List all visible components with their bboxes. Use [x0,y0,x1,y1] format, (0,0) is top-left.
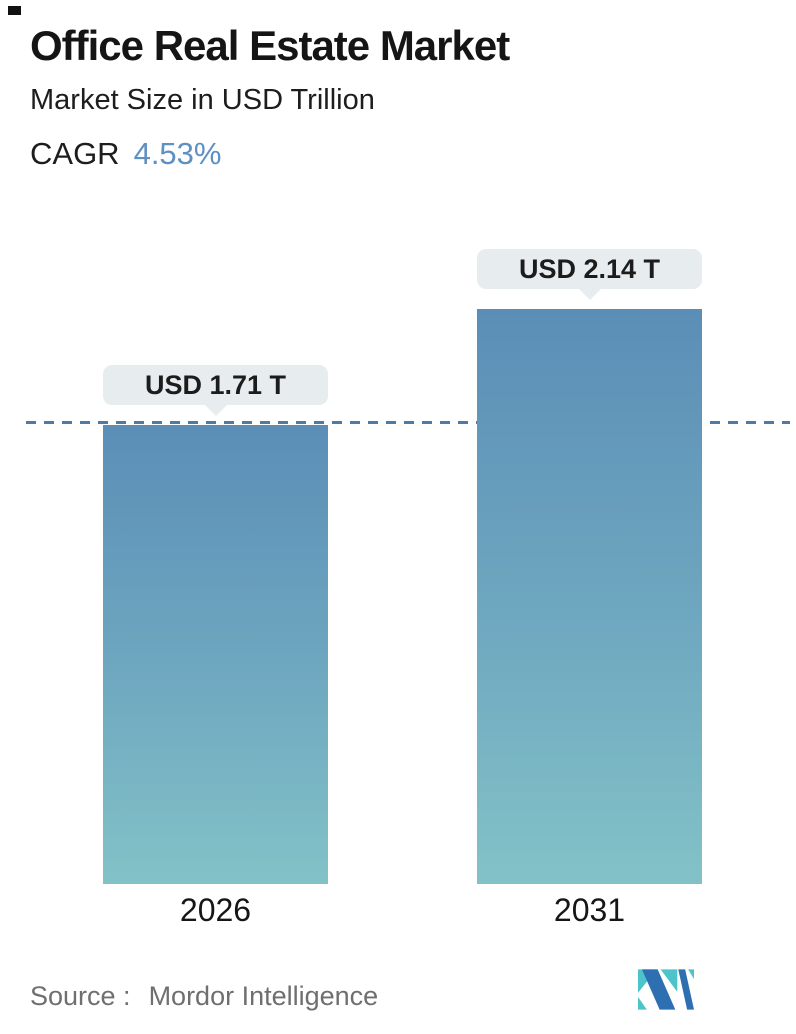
cagr-label: CAGR [30,136,120,171]
corner-artifact [8,6,21,15]
value-callout-2026: USD 1.71 T [103,365,328,405]
chart-subtitle: Market Size in USD Trillion [30,84,375,116]
axis-label-2031: 2031 [553,892,626,928]
logo-blue-right-stroke [678,969,694,1010]
bar-2031 [477,309,702,884]
value-label: USD 2.14 T [518,253,661,284]
source-line: Source : Mordor Intelligence [30,981,378,1012]
page-title: Office Real Estate Market [30,22,510,69]
cagr-line: CAGR 4.53% [30,136,221,172]
logo-teal-topright [688,969,694,980]
value-label: USD 1.71 T [144,369,287,400]
logo-teal-middle [660,969,678,992]
logo-teal-bottomleft [638,996,647,1010]
source-value: Mordor Intelligence [148,981,379,1011]
reference-dashed-line [26,421,790,424]
logo-blue-left-stroke [641,969,676,1010]
cagr-value: 4.53% [133,136,222,171]
source-label: Source : [30,981,131,1011]
logo-teal-topleft [638,969,657,993]
bar-2026 [103,425,328,884]
mordor-intelligence-logo [638,969,694,1010]
axis-label-2026: 2026 [179,892,252,928]
value-callout-2031: USD 2.14 T [477,249,702,289]
